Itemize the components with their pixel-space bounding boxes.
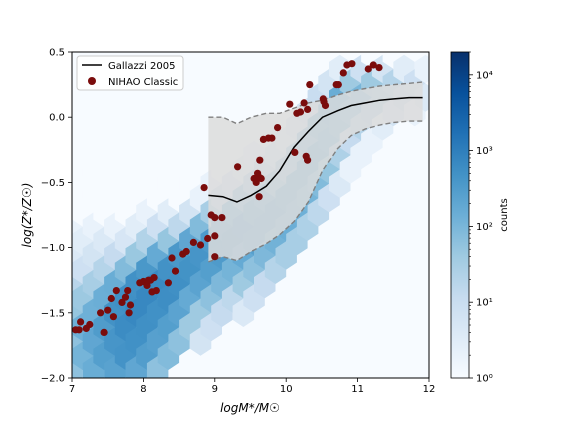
gallazzi-lower-line xyxy=(208,120,423,263)
nihao-point xyxy=(257,174,265,183)
gallazzi-scatter-band xyxy=(208,82,423,262)
nihao-point xyxy=(150,274,158,282)
nihao-point xyxy=(334,81,342,89)
nihao-point xyxy=(300,99,308,107)
nihao-point xyxy=(171,267,180,275)
nihao-point xyxy=(182,247,190,256)
legend-label-nihao: NIHAO Classic xyxy=(108,77,178,88)
nihao-point xyxy=(256,156,264,164)
y-tick-label: −2.0 xyxy=(41,374,65,385)
colorbar-tick-label: 10¹ xyxy=(476,298,493,309)
nihao-point xyxy=(211,253,219,261)
colorbar-tick-label: 10³ xyxy=(476,146,493,157)
colorbar-label: counts xyxy=(499,198,510,231)
nihao-point xyxy=(274,124,282,132)
nihao-point xyxy=(296,108,305,116)
nihao-points xyxy=(72,60,383,336)
nihao-point xyxy=(369,61,377,69)
nihao-point xyxy=(321,101,330,110)
nihao-point xyxy=(200,184,208,192)
gallazzi-upper-line xyxy=(208,81,423,125)
gallazzi-band xyxy=(208,81,423,263)
nihao-point xyxy=(121,293,130,301)
plot-area xyxy=(72,52,429,378)
colorbar-tick-label: 10⁰ xyxy=(476,374,493,385)
nihao-point xyxy=(104,306,112,314)
x-tick-label: 11 xyxy=(351,384,364,395)
nihao-point xyxy=(97,309,105,317)
nihao-point xyxy=(304,105,312,113)
nihao-point xyxy=(112,287,120,295)
nihao-point xyxy=(211,232,219,240)
nihao-point xyxy=(109,313,117,321)
colorbar-tick-label: 10² xyxy=(476,222,493,233)
nihao-point xyxy=(86,320,94,329)
nihao-point xyxy=(118,298,126,306)
hexbin-cell xyxy=(72,140,94,170)
nihao-point xyxy=(164,279,172,287)
x-tick-label: 8 xyxy=(140,384,146,395)
x-axis: 7 8 9 10 11 12 xyxy=(69,378,436,395)
nihao-point xyxy=(100,328,108,336)
gallazzi-median-line xyxy=(208,96,423,203)
nihao-point xyxy=(107,294,115,303)
nihao-point xyxy=(125,309,133,317)
nihao-point xyxy=(286,100,294,108)
colorbar-gradient xyxy=(450,51,470,379)
nihao-point xyxy=(124,287,132,295)
colorbar-ticks: 10⁰ 10¹ 10² 10³ 10⁴ xyxy=(469,51,493,385)
nihao-point xyxy=(234,163,242,171)
nihao-point xyxy=(304,156,312,164)
colorbar-tick-label: 10⁴ xyxy=(476,70,493,81)
y-tick-label: −0.5 xyxy=(41,178,65,189)
x-axis-label: logM*/M☉ xyxy=(220,401,280,415)
nihao-point xyxy=(189,238,197,246)
nihao-point xyxy=(364,65,372,73)
x-tick-label: 7 xyxy=(69,384,75,395)
hexbin-cell xyxy=(414,54,429,84)
nihao-point xyxy=(218,214,226,222)
nihao-point xyxy=(126,301,135,309)
y-tick-label: −1.5 xyxy=(41,308,65,319)
nihao-point xyxy=(152,287,160,295)
y-tick-label: 0.0 xyxy=(49,113,65,124)
x-tick-label: 12 xyxy=(423,384,436,395)
nihao-point xyxy=(196,241,205,249)
x-tick-label: 10 xyxy=(280,384,293,395)
plot-frame xyxy=(71,51,430,379)
nihao-point xyxy=(268,134,276,142)
y-axis: 0.5 0.0 −0.5 −1.0 −1.5 −2.0 xyxy=(41,48,72,385)
legend: Gallazzi 2005 NIHAO Classic xyxy=(76,55,184,91)
nihao-point xyxy=(255,193,263,201)
nihao-point xyxy=(168,254,176,262)
nihao-point xyxy=(204,234,212,243)
nihao-point xyxy=(75,326,83,334)
legend-label-gallazzi: Gallazzi 2005 xyxy=(108,61,175,72)
y-tick-label: 0.5 xyxy=(49,48,65,59)
nihao-point xyxy=(211,214,219,222)
colorbar: 10⁰ 10¹ 10² 10³ 10⁴ counts xyxy=(450,51,510,385)
legend-box xyxy=(76,55,184,91)
nihao-point xyxy=(291,148,299,156)
y-axis-label: log(Z*/Z☉) xyxy=(20,183,34,248)
y-tick-label: −1.0 xyxy=(41,243,65,254)
x-tick-label: 9 xyxy=(212,384,218,395)
nihao-point xyxy=(348,60,356,68)
nihao-point xyxy=(306,81,314,89)
nihao-point xyxy=(77,318,85,326)
nihao-point xyxy=(375,64,383,72)
nihao-point xyxy=(339,69,347,77)
legend-marker-swatch xyxy=(88,77,96,85)
